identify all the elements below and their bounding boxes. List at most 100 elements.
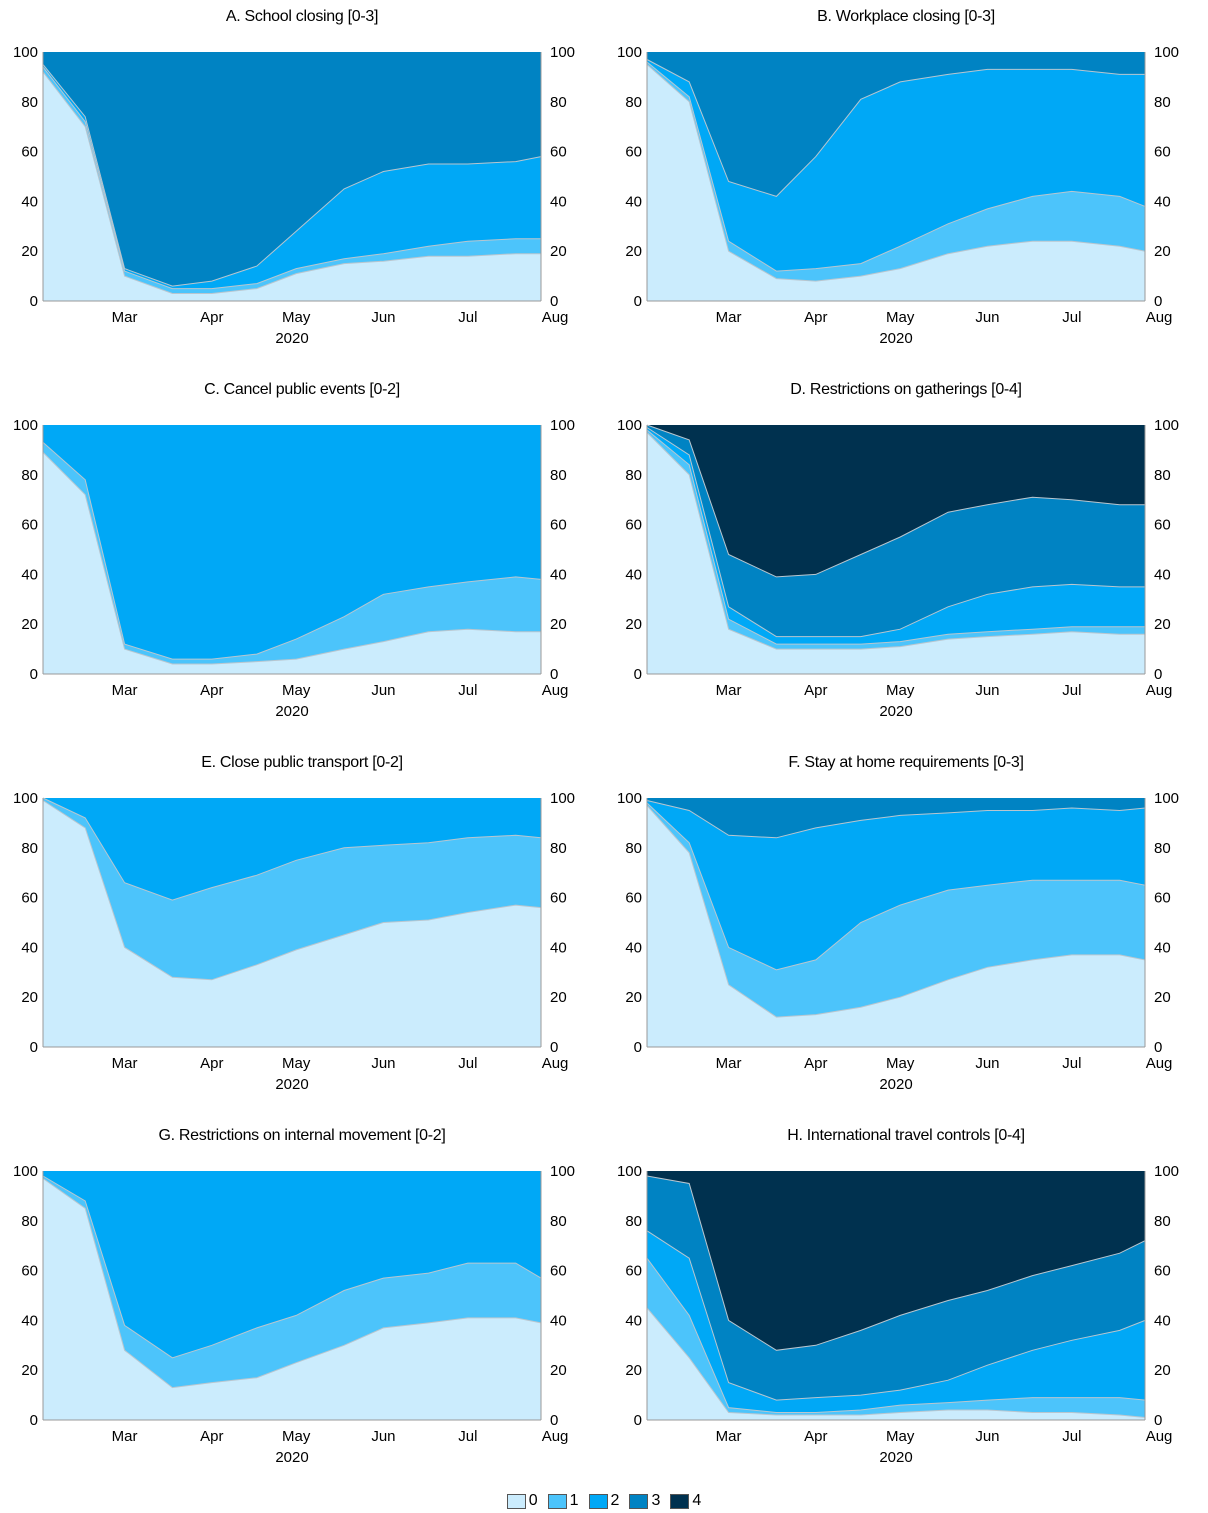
y-tick-label-right: 40 (1154, 1312, 1171, 1329)
y-tick-label-right: 80 (550, 94, 567, 111)
x-tick-label: Aug (542, 309, 569, 326)
x-tick-label: Aug (1146, 309, 1173, 326)
y-tick-label-left: 60 (21, 517, 38, 534)
x-tick-label: May (886, 1055, 915, 1072)
x-tick-label: Aug (542, 1428, 569, 1445)
x-tick-label: Apr (200, 309, 223, 326)
y-tick-label-left: 60 (625, 144, 642, 161)
y-tick-label-left: 0 (634, 1039, 642, 1056)
y-tick-label-right: 40 (1154, 566, 1171, 583)
x-tick-label: Jul (458, 682, 477, 699)
y-tick-label-left: 20 (625, 989, 642, 1006)
y-tick-label-left: 60 (625, 1263, 642, 1280)
panel-title: F. Stay at home requirements [0-3] (788, 754, 1024, 771)
boundary-line-1 (42, 1175, 542, 1359)
y-tick-label-right: 40 (1154, 939, 1171, 956)
legend-label: 4 (692, 1492, 702, 1509)
y-tick-label-left: 80 (21, 94, 38, 111)
y-tick-label-right: 40 (550, 939, 567, 956)
x-tick-label: Aug (542, 1055, 569, 1072)
area-level-0 (43, 71, 541, 302)
panel-title: E. Close public transport [0-2] (201, 754, 403, 771)
y-tick-label-left: 80 (21, 467, 38, 484)
panel-title: A. School closing [0-3] (225, 8, 379, 25)
y-tick-label-right: 100 (550, 1163, 575, 1180)
y-tick-label-right: 0 (550, 1412, 558, 1429)
panel-f: F. Stay at home requirements [0-3] 0 0 20 2… (604, 746, 1208, 1119)
y-tick-label-right: 20 (550, 243, 567, 260)
x-tick-label: May (282, 1428, 311, 1445)
boundary-line-1 (42, 442, 542, 660)
y-tick-label-left: 100 (617, 44, 642, 61)
y-tick-label-left: 20 (21, 616, 38, 633)
boundary-line-0 (42, 71, 541, 294)
x-tick-label: Mar (112, 1428, 138, 1445)
area-level-0 (43, 452, 541, 674)
boundary-line-1 (646, 802, 1146, 971)
y-tick-label-right: 80 (1154, 840, 1171, 857)
y-tick-label-left: 60 (21, 890, 38, 907)
y-tick-label-right: 20 (550, 989, 567, 1006)
x-tick-label: Jun (975, 1428, 999, 1445)
legend-item-4: 4 (670, 1492, 701, 1510)
y-tick-label-right: 0 (550, 1039, 558, 1056)
area-level-2 (647, 427, 1145, 674)
x-tick-label: Apr (200, 1428, 223, 1445)
y-tick-label-right: 60 (1154, 1263, 1171, 1280)
legend-label: 0 (528, 1492, 538, 1509)
y-tick-label-right: 0 (1154, 666, 1162, 683)
x-tick-label: Jul (1062, 682, 1081, 699)
x-tick-label: Apr (200, 682, 223, 699)
y-tick-label-left: 60 (21, 1263, 38, 1280)
y-tick-label-right: 40 (1154, 193, 1171, 210)
legend-swatch (629, 1493, 649, 1509)
legend-label: 1 (569, 1492, 579, 1509)
area-level-1 (43, 442, 541, 674)
boundary-line-2 (646, 59, 1145, 197)
legend-item-3: 3 (629, 1492, 660, 1510)
y-tick-label-right: 0 (1154, 1039, 1162, 1056)
boundary-line-2 (646, 427, 1145, 638)
y-tick-label-left: 80 (625, 1213, 642, 1230)
x-tick-label: Jul (458, 1428, 477, 1445)
y-tick-label-right: 20 (550, 1362, 567, 1379)
boundary-line-1 (42, 797, 542, 901)
y-tick-label-right: 100 (550, 44, 575, 61)
y-tick-label-left: 60 (625, 517, 642, 534)
boundary-line-0 (42, 452, 541, 665)
boundary-line-2 (42, 64, 542, 287)
boundary-line-0 (646, 432, 1145, 650)
y-tick-label-left: 40 (21, 1312, 38, 1329)
y-tick-label-left: 40 (625, 193, 642, 210)
x-axis-label: 2020 (275, 703, 308, 720)
y-tick-label-left: 80 (625, 467, 642, 484)
area-level-0 (43, 1178, 541, 1420)
y-tick-label-left: 0 (30, 1412, 38, 1429)
y-tick-label-right: 20 (550, 616, 567, 633)
y-tick-label-right: 60 (550, 890, 567, 907)
panel-title: G. Restrictions on internal movement [0-… (158, 1127, 446, 1144)
panel-title: C. Cancel public events [0-2] (204, 381, 400, 398)
y-tick-label-left: 20 (625, 1362, 642, 1379)
legend-swatch (588, 1493, 608, 1509)
y-tick-label-left: 40 (625, 1312, 642, 1329)
panel-h: H. International travel controls [0-4] 0… (604, 1119, 1208, 1492)
boundary-line-2 (646, 1230, 1146, 1401)
area-level-1 (647, 62, 1145, 301)
boundary-line-0 (646, 64, 1146, 282)
y-tick-label-right: 20 (1154, 1362, 1171, 1379)
x-tick-label: Jul (458, 1055, 477, 1072)
y-tick-label-right: 60 (1154, 144, 1171, 161)
boundary-line-1 (646, 1257, 1146, 1413)
y-tick-label-right: 80 (1154, 94, 1171, 111)
y-tick-label-right: 40 (550, 1312, 567, 1329)
legend-label: 2 (610, 1492, 620, 1509)
x-axis-label: 2020 (275, 1449, 308, 1466)
y-tick-label-left: 0 (30, 666, 38, 683)
boundary-line-3 (646, 1175, 1146, 1351)
